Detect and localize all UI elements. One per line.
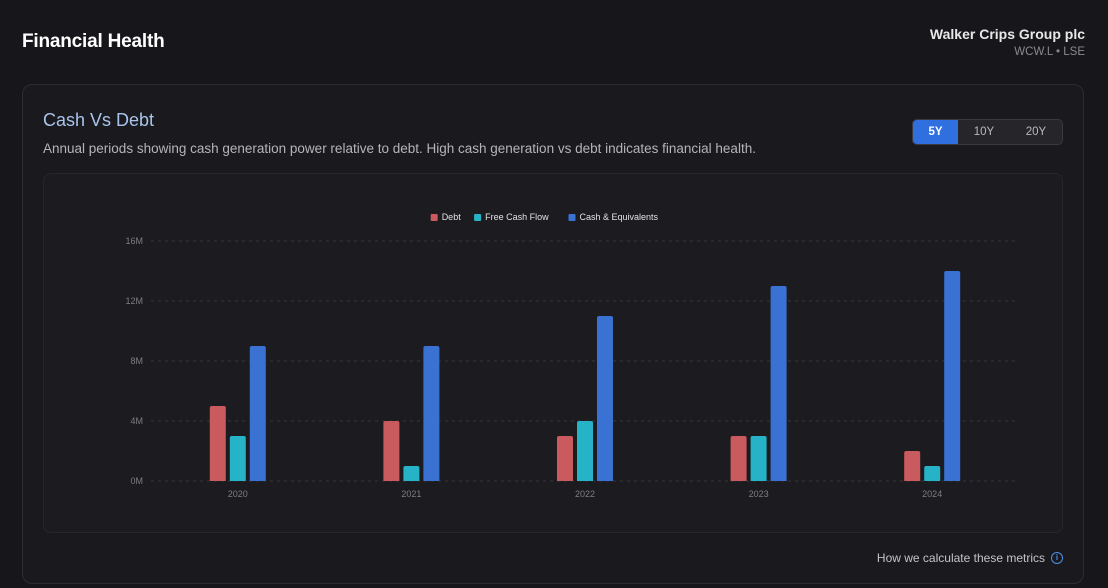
company-name: Walker Crips Group plc: [929, 26, 1085, 42]
bar-cash-equivalents-2023: [770, 286, 787, 481]
x-tick-label: 2020: [228, 489, 248, 499]
range-tab-10y[interactable]: 10Y: [973, 126, 995, 138]
y-tick-label: 4M: [130, 416, 143, 426]
x-tick-label: 2021: [401, 489, 421, 499]
legend-swatch: [430, 214, 438, 221]
bar-debt-2020: [209, 406, 226, 481]
bar-debt-2021: [383, 421, 400, 481]
legend-swatch: [568, 214, 576, 221]
how-we-calculate-label: How we calculate these metrics: [876, 551, 1045, 565]
cash-vs-debt-chart: 0M 4M 8M 12M 16M 2020 2021 2022 2023 2024 Debt Free…: [125, 212, 1019, 499]
bar-free-cash-flow-2021: [403, 466, 420, 481]
bar-free-cash-flow-2023: [750, 436, 767, 481]
page-title: Financial Health: [22, 31, 165, 52]
card-description: Annual periods showing cash generation p…: [43, 141, 756, 156]
range-tab-20y[interactable]: 20Y: [1025, 126, 1047, 138]
company-info: Walker Crips Group plc WCW.L • LSE: [930, 26, 1085, 58]
bar-free-cash-flow-2022: [577, 421, 593, 481]
company-ticker: WCW.L • LSE: [1014, 46, 1085, 58]
bar-cash-equivalents-2022: [597, 316, 613, 481]
y-tick-label: 0M: [130, 476, 143, 486]
range-tab-5y[interactable]: 5Y: [913, 120, 958, 144]
bar-cash-equivalents-2021: [423, 346, 440, 481]
cash-vs-debt-card: Cash Vs Debt Annual periods showing cash…: [22, 84, 1084, 584]
legend-label: Cash & Equivalents: [580, 212, 659, 222]
y-tick-label: 16M: [125, 236, 143, 246]
bar-debt-2023: [730, 436, 747, 481]
chart-container: 0M 4M 8M 12M 16M 2020 2021 2022 2023 2024 Debt Free…: [43, 173, 1063, 533]
legend-swatch: [474, 214, 482, 221]
legend-label: Free Cash Flow: [485, 212, 549, 222]
how-we-calculate-link[interactable]: How we calculate these metrics i: [877, 551, 1063, 565]
bar-cash-equivalents-2024: [944, 271, 961, 481]
x-tick-label: 2024: [922, 489, 942, 499]
legend-label: Debt: [442, 212, 462, 222]
bar-free-cash-flow-2020: [229, 436, 246, 481]
bar-debt-2022: [557, 436, 573, 481]
x-tick-label: 2023: [749, 489, 769, 499]
range-tabs: 5Y 10Y 20Y: [912, 119, 1063, 145]
card-title: Cash Vs Debt: [43, 110, 155, 130]
bar-debt-2024: [904, 451, 921, 481]
info-icon: i: [1051, 552, 1063, 564]
x-tick-label: 2022: [575, 489, 595, 499]
y-tick-label: 12M: [125, 296, 143, 306]
y-tick-label: 8M: [130, 356, 143, 366]
bar-free-cash-flow-2024: [924, 466, 941, 481]
bar-cash-equivalents-2020: [249, 346, 266, 481]
